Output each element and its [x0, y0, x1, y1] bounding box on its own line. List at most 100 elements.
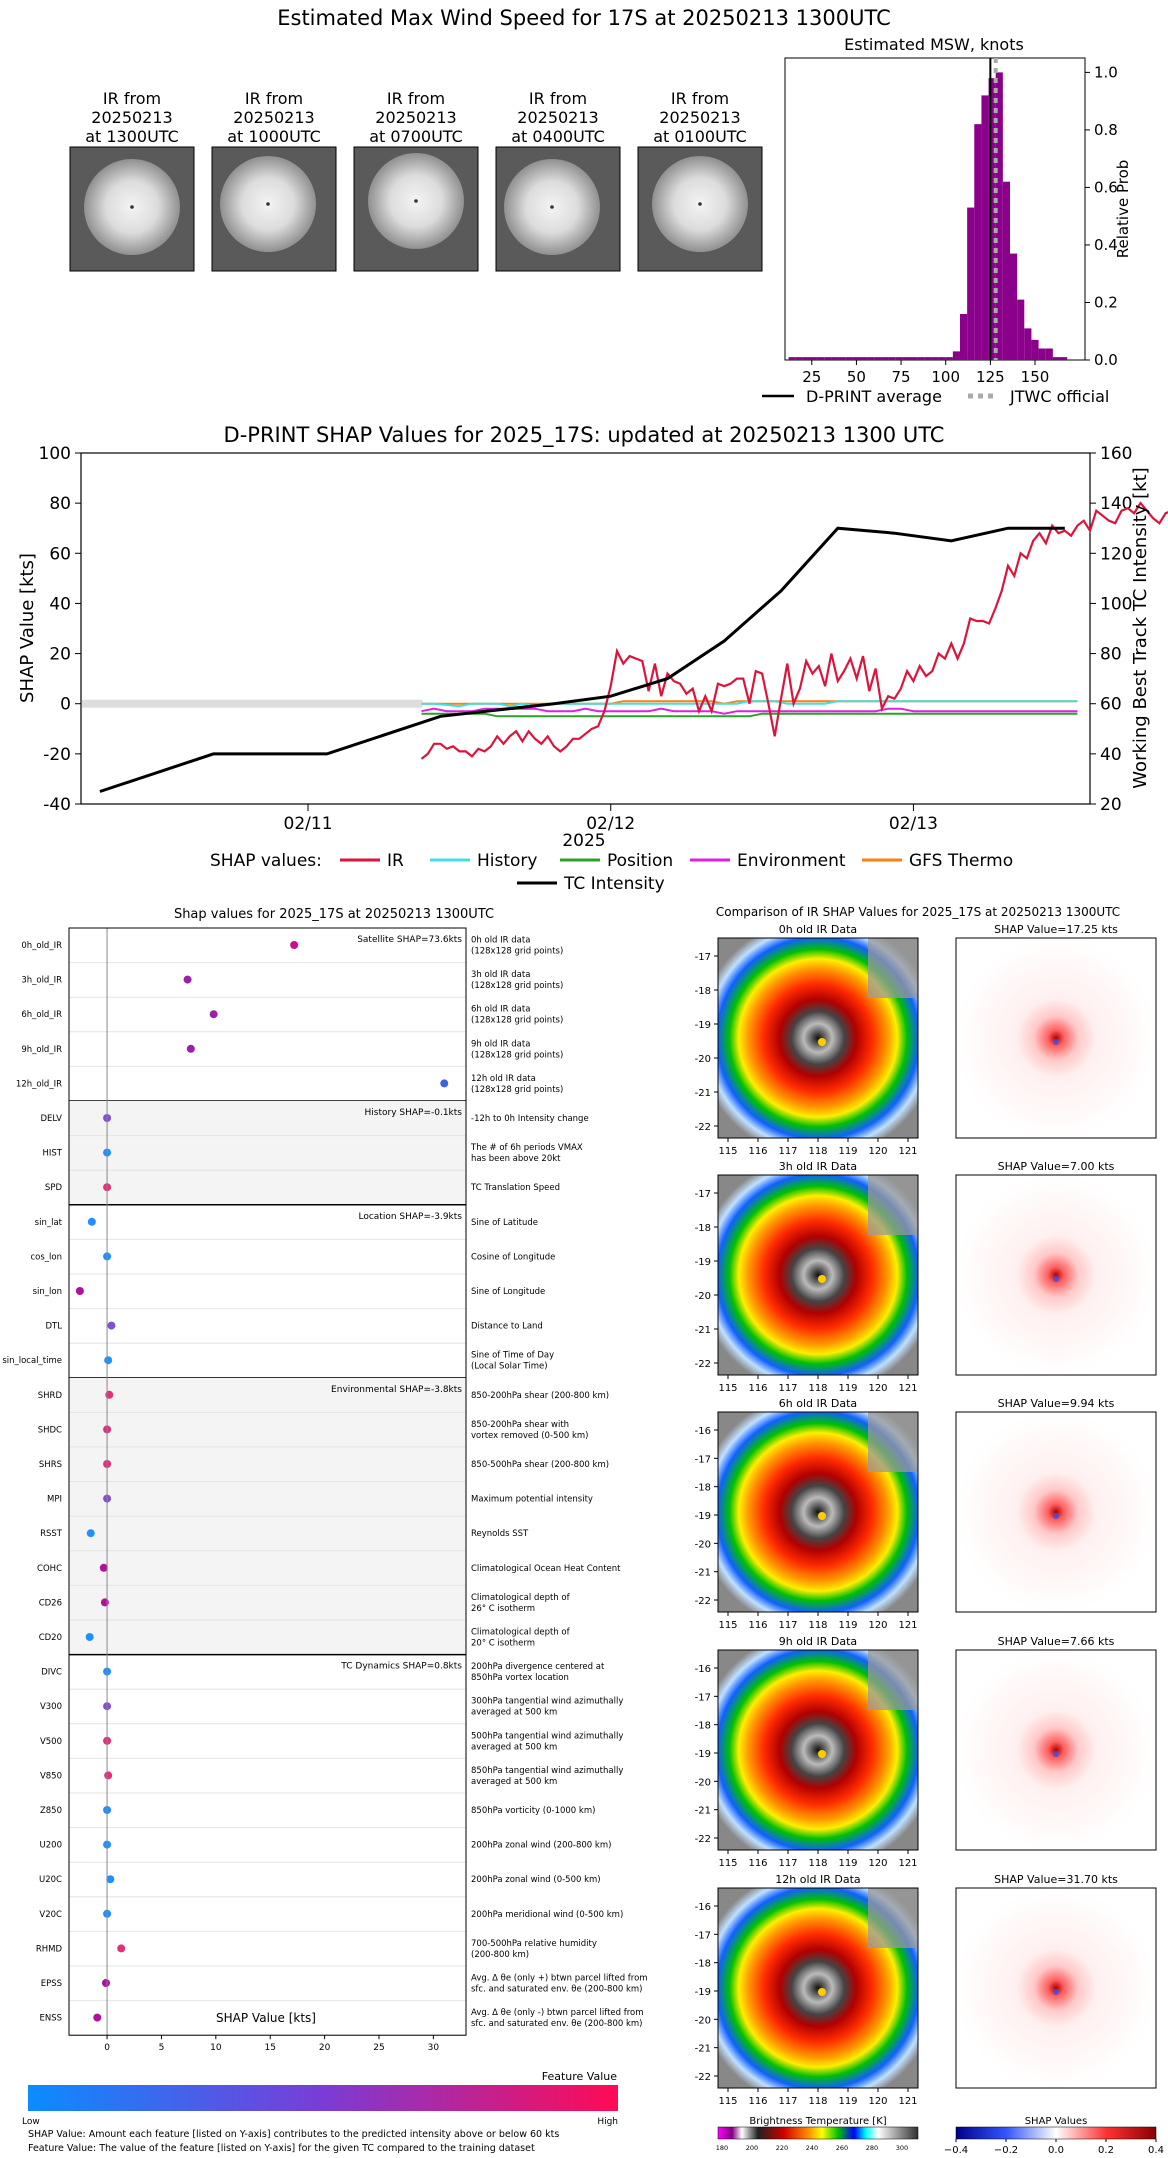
ir-ytick-label: -20: [695, 1291, 711, 1302]
ir-ytick-label: -21: [695, 1325, 711, 1336]
legend-label: History: [477, 851, 537, 871]
ts-ytick-label: -40: [43, 795, 71, 815]
feature-description: has been above 20kt: [471, 1154, 561, 1164]
feature-point: [86, 1529, 95, 1538]
histogram-xtick-label: 25: [802, 368, 821, 386]
histogram-bar: [845, 357, 853, 360]
feature-description: Sine of Time of Day: [471, 1351, 554, 1361]
ir-panel-title: 12h old IR Data: [775, 1873, 860, 1886]
bt-colorbar-tick: 300: [896, 2144, 908, 2152]
feature-point: [186, 1044, 195, 1053]
ir-ytick-label: -22: [695, 1359, 711, 1370]
feature-description: 3h old IR data: [471, 970, 530, 980]
ts-ytick-right-label: 160: [1100, 444, 1132, 464]
ir-thumb-caption: 20250213: [91, 108, 172, 127]
ir-ytick-label: -18: [695, 1721, 711, 1732]
histogram-ytick-label: 0.8: [1094, 121, 1118, 139]
group-title: Location SHAP=-3.9kts: [358, 1212, 462, 1222]
feature-name: RHMD: [36, 1944, 63, 1954]
feature-description: 850hPa tangential wind azimuthally: [471, 1766, 623, 1776]
feature-name: SHRD: [38, 1391, 63, 1401]
timeseries-legend: SHAP values: IR History Position Environment…: [210, 851, 1013, 894]
shap-panel-title: SHAP Value=17.25 kts: [994, 923, 1118, 936]
feature-point: [117, 1944, 126, 1953]
feature-point: [101, 1979, 110, 1987]
series-line-tc-intensity: [99, 526, 1065, 793]
histogram-bar: [867, 357, 875, 360]
feature-name: CD20: [39, 1633, 62, 1643]
series-line-ir: [420, 501, 1168, 760]
feature-description: 9h old IR data: [471, 1039, 530, 1049]
ir-thumb-caption: at 1300UTC: [85, 127, 179, 146]
histogram-ytick-label: 1.0: [1094, 63, 1118, 81]
ir-ytick-label: -21: [695, 1088, 711, 1099]
feature-description: TC Translation Speed: [470, 1183, 560, 1193]
ir-thumb-caption: 20250213: [375, 108, 456, 127]
feature-description: Reynolds SST: [471, 1529, 529, 1539]
feature-point: [440, 1079, 449, 1088]
ir-xtick-label: 121: [898, 1858, 917, 1869]
feature-name: sin_lat: [35, 1218, 63, 1228]
ir-xtick-label: 120: [868, 1383, 887, 1394]
histogram-xtick-label: 75: [892, 368, 911, 386]
scatter-xtick-label: 5: [159, 2043, 165, 2053]
ir-thumb-caption: 20250213: [233, 108, 314, 127]
histogram-bar: [931, 357, 939, 360]
histogram-bar: [1010, 253, 1018, 360]
histogram-bar: [888, 357, 896, 360]
histogram-bar: [1002, 181, 1010, 360]
ir-ytick-label: -20: [695, 1777, 711, 1788]
feature-name: sin_lon: [33, 1287, 62, 1297]
ir-panel-eye: [818, 1512, 826, 1520]
ir-xtick-label: 117: [778, 1146, 797, 1157]
ts-ytick-label: 80: [49, 494, 71, 514]
feature-description: 200hPa divergence centered at: [471, 1662, 605, 1672]
shap-panel-title: SHAP Value=9.94 kts: [998, 1397, 1115, 1410]
legend-jtwc-label: JTWC official: [1009, 387, 1109, 406]
feature-description: 300hPa tangential wind azimuthally: [471, 1697, 623, 1707]
timeseries-title: D-PRINT SHAP Values for 2025_17S: update…: [224, 423, 945, 448]
shap-colorbar-tick: 0.0: [1048, 2145, 1064, 2156]
ir-ytick-label: -21: [695, 1806, 711, 1817]
ir-ytick-label: -19: [695, 1511, 711, 1522]
feature-name: SHDC: [38, 1425, 62, 1435]
ir-xtick-label: 115: [718, 1620, 737, 1631]
feature-name: 9h_old_IR: [21, 1045, 62, 1055]
ts-xtick-label: 02/13: [889, 814, 938, 834]
histogram-bar: [1024, 328, 1032, 360]
shap-panel-negative: [1053, 1989, 1059, 1995]
histogram-bar: [952, 351, 960, 360]
feature-point: [104, 1356, 113, 1365]
feature-point: [100, 1598, 109, 1607]
timeseries-ylabel: SHAP Value [kts]: [17, 553, 38, 703]
ir-thumb-caption: IR from: [245, 89, 303, 108]
bt-colorbar-title: Brightness Temperature [K]: [749, 2116, 886, 2127]
histogram-bar: [1052, 357, 1060, 360]
ir-xtick-label: 119: [838, 1620, 857, 1631]
ir-xtick-label: 116: [748, 1858, 767, 1869]
feature-name: SPD: [45, 1183, 63, 1193]
ts-xtick-label: 02/11: [284, 814, 333, 834]
histogram-bar: [902, 357, 910, 360]
series-line-environment: [421, 707, 1078, 715]
feature-description: 850-200hPa shear with: [471, 1420, 569, 1430]
ir-xtick-label: 117: [778, 2096, 797, 2107]
ir-ytick-label: -22: [695, 1122, 711, 1133]
histogram-bar: [995, 72, 1003, 360]
ir-ytick-label: -16: [695, 1664, 711, 1675]
ts-ytick-label: 60: [49, 544, 71, 564]
shap-colorbar-tick: −0.4: [944, 2145, 968, 2156]
ir-thumb-eye: [130, 205, 134, 209]
zero-band: [82, 699, 423, 708]
shap-panel-image: [955, 1174, 1157, 1376]
ir-xtick-label: 116: [748, 1383, 767, 1394]
feature-description: The # of 6h periods VMAX: [470, 1143, 583, 1153]
histogram-bar: [852, 357, 860, 360]
ir-panel-land: [868, 1650, 918, 1710]
ir-xtick-label: 121: [898, 2096, 917, 2107]
feature-point: [104, 1771, 113, 1780]
feature-description: -12h to 0h Intensity change: [471, 1114, 589, 1124]
group-title: TC Dynamics SHAP=0.8kts: [340, 1662, 462, 1672]
timeseries-xlabel: 2025: [562, 831, 605, 851]
